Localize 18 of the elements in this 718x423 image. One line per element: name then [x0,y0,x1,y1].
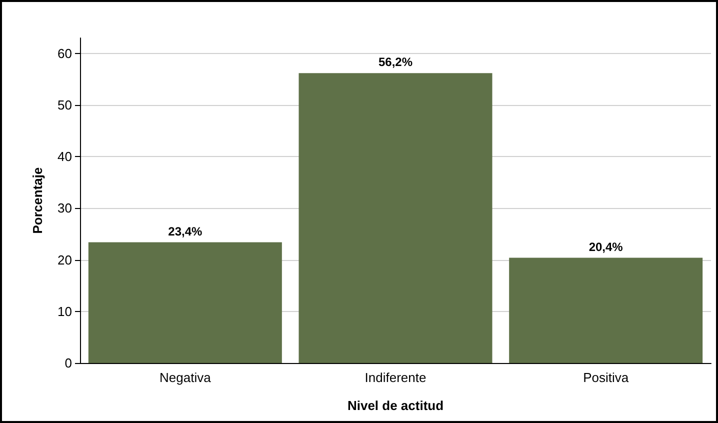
bar [88,242,282,363]
x-tick-label: Positiva [583,370,630,385]
y-tick-label: 0 [64,356,72,370]
data-label: 20,4% [588,240,624,254]
x-axis-title: Nivel de actitud [347,398,444,413]
y-tick-label: 50 [58,98,72,113]
y-tick-label: 30 [58,200,72,216]
y-tick-label: 40 [58,149,72,164]
y-axis-title: Porcentaje [30,167,45,234]
y-tick-label: 60 [58,46,72,61]
x-tick-label: Negativa [160,370,212,385]
data-label: 23,4% [168,224,203,238]
data-label: 56,2% [378,55,413,70]
bar [298,73,492,363]
x-tick-label: Indiferente [364,370,426,385]
y-tick-label: 20 [58,252,72,268]
y-tick-label: 10 [58,304,72,319]
bar [509,258,703,363]
